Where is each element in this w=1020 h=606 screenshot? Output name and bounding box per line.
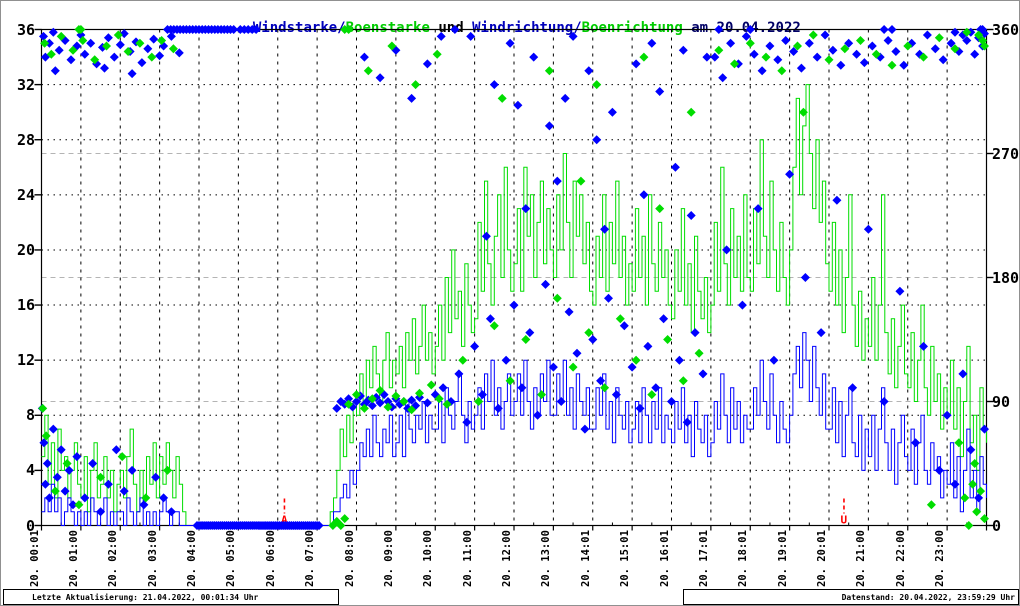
left-axis-tick-label: 12 (16, 351, 35, 370)
x-axis-tick-label: 20. 01:00 (67, 530, 80, 587)
x-axis-tick-label: 20. 03:00 (146, 530, 159, 587)
title-gust-strength-term: Boenstarke (345, 20, 430, 36)
x-axis-tick-label: 20. 21:00 (855, 530, 868, 587)
x-axis-tick-label: 20. 04:00 (186, 530, 198, 587)
status-last-update: Letzte Aktualisierung: 21.04.2022, 00:01… (3, 589, 339, 605)
x-axis-tick-label: 20. 22:00 (894, 530, 907, 587)
x-axis-tick-label: 20. 20:01 (816, 530, 828, 587)
x-axis-tick-label: 20. 14:01 (579, 530, 592, 587)
x-axis-tick-label: 20. 15:01 (619, 530, 632, 587)
left-axis-tick-label: 4 (25, 461, 35, 480)
right-axis-tick-label: 270 (992, 144, 1020, 163)
x-axis-tick-label: 20. 13:00 (540, 530, 553, 587)
svg-text:U: U (840, 514, 847, 527)
left-axis-tick-label: 32 (16, 75, 35, 94)
title-wind-direction-term: Windrichtung/ (472, 20, 582, 36)
left-axis-tick-label: 0 (25, 516, 35, 535)
title-wind-strength-term: Windstarke/ (252, 20, 346, 36)
left-axis-tick-label: 36 (16, 20, 35, 39)
x-axis-tick-label: 20. 17:01 (697, 530, 710, 587)
x-axis-tick-label: 20. 11:00 (461, 530, 474, 587)
x-axis-tick-label: 20. 08:00 (343, 530, 356, 587)
x-axis-tick-label: 20. 06:00 (264, 530, 277, 587)
left-axis-tick-label: 28 (16, 130, 35, 149)
left-axis-tick-label: 8 (25, 406, 35, 425)
right-axis-tick-label: 180 (992, 268, 1020, 287)
right-axis-tick-label: 360 (992, 20, 1020, 39)
x-axis-tick-label: 20. 09:00 (382, 530, 395, 587)
x-axis-tick-label: 20. 02:00 (107, 530, 120, 587)
title-and-text: und (429, 20, 473, 36)
left-axis-tick-label: 20 (16, 240, 35, 259)
x-axis-tick-label: 20. 19:01 (776, 530, 789, 587)
title-date-text: am 20.04.2022 (682, 20, 801, 36)
x-axis-tick-label: 20. 16:01 (658, 530, 671, 587)
right-axis-tick-label: 90 (992, 392, 1011, 411)
left-axis-tick-label: 16 (16, 296, 35, 315)
x-axis-tick-label: 20. 10:00 (422, 530, 435, 587)
x-axis-tick-label: 20. 23:00 (934, 530, 947, 587)
x-axis-tick-label: 20. 05:00 (225, 530, 238, 587)
x-axis-tick-label: 20. 12:00 (501, 530, 513, 587)
x-axis-tick-label: 20. 00:01 (28, 530, 41, 587)
x-axis-tick-label: 20. 07:00 (304, 530, 317, 587)
x-axis-tick-label: 20. 18:01 (737, 530, 750, 587)
svg-text:A: A (281, 514, 288, 527)
status-data-state: Datenstand: 20.04.2022, 23:59:29 Uhr (683, 589, 1019, 605)
chart-title: Windstarke/Boenstarke und Windrichtung/B… (1, 4, 1019, 52)
right-axis-tick-label: 0 (992, 516, 1002, 535)
title-gust-direction-term: Boenrichtung (581, 20, 683, 36)
left-axis-tick-label: 24 (16, 185, 35, 204)
